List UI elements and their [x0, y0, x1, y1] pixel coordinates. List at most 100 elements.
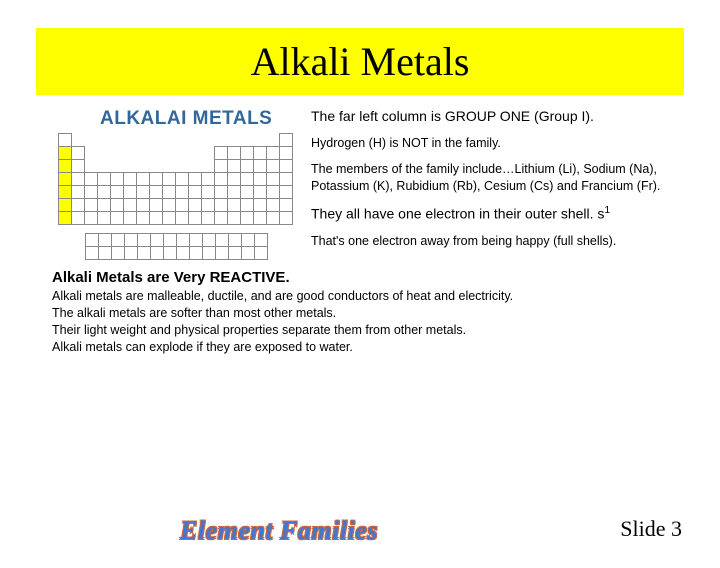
pt-cell	[228, 211, 241, 224]
pt-cell	[164, 246, 177, 259]
pt-cell	[190, 246, 203, 259]
pt-cell	[98, 198, 111, 211]
pt-cell	[111, 159, 124, 172]
pt-cell	[254, 198, 267, 211]
pt-cell	[86, 246, 99, 259]
pt-cell	[150, 198, 163, 211]
bullet-text: They all have one electron in their oute…	[311, 204, 684, 223]
pt-cell	[150, 159, 163, 172]
pt-cell	[215, 133, 228, 146]
pt-cell	[241, 185, 254, 198]
pt-cell	[164, 233, 177, 246]
pt-cell	[254, 133, 267, 146]
periodic-table-main	[58, 133, 293, 225]
pt-cell	[189, 198, 202, 211]
pt-cell	[203, 246, 216, 259]
pt-cell	[59, 133, 72, 146]
pt-cell	[254, 211, 267, 224]
pt-cell	[163, 172, 176, 185]
pt-cell	[267, 133, 280, 146]
slide-number: Slide 3	[620, 516, 682, 542]
pt-cell	[72, 159, 85, 172]
pt-cell	[176, 159, 189, 172]
pt-cell	[280, 133, 293, 146]
pt-cell	[151, 246, 164, 259]
pt-cell	[177, 233, 190, 246]
pt-cell	[163, 185, 176, 198]
pt-cell	[99, 233, 112, 246]
pt-cell	[59, 172, 72, 185]
pt-cell	[124, 133, 137, 146]
pt-cell	[163, 159, 176, 172]
pt-cell	[202, 211, 215, 224]
pt-cell	[215, 185, 228, 198]
pt-cell	[138, 246, 151, 259]
pt-cell	[215, 146, 228, 159]
pt-cell	[280, 211, 293, 224]
pt-cell	[125, 233, 138, 246]
pt-cell	[98, 146, 111, 159]
pt-cell	[124, 198, 137, 211]
pt-cell	[99, 246, 112, 259]
content-row: ALKALAI METALS The far left column is GR…	[58, 107, 684, 263]
pt-cell	[228, 133, 241, 146]
pt-cell	[163, 211, 176, 224]
lower-section: Alkali Metals are Very REACTIVE. Alkali …	[52, 269, 668, 356]
pt-cell	[242, 233, 255, 246]
pt-cell	[85, 159, 98, 172]
pt-cell	[72, 133, 85, 146]
pt-cell	[215, 172, 228, 185]
pt-cell	[59, 146, 72, 159]
pt-cell	[176, 198, 189, 211]
pt-cell	[85, 172, 98, 185]
pt-cell	[72, 146, 85, 159]
pt-cell	[124, 159, 137, 172]
pt-cell	[241, 133, 254, 146]
bullet-text: The members of the family include…Lithiu…	[311, 161, 684, 194]
pt-cell	[255, 246, 268, 259]
pt-cell	[254, 159, 267, 172]
pt-cell	[189, 172, 202, 185]
pt-cell	[241, 146, 254, 159]
pt-cell	[280, 146, 293, 159]
pt-cell	[267, 198, 280, 211]
pt-cell	[111, 185, 124, 198]
pt-cell	[150, 211, 163, 224]
pt-cell	[98, 185, 111, 198]
pt-cell	[177, 246, 190, 259]
pt-cell	[98, 159, 111, 172]
pt-cell	[111, 172, 124, 185]
pt-cell	[228, 146, 241, 159]
pt-cell	[202, 146, 215, 159]
pt-cell	[86, 233, 99, 246]
pt-cell	[189, 159, 202, 172]
pt-cell	[241, 159, 254, 172]
pt-cell	[150, 133, 163, 146]
pt-cell	[267, 159, 280, 172]
pt-cell	[176, 211, 189, 224]
pt-cell	[98, 172, 111, 185]
pt-cell	[203, 233, 216, 246]
pt-cell	[280, 185, 293, 198]
pt-cell	[59, 211, 72, 224]
pt-cell	[254, 172, 267, 185]
pt-cell	[176, 185, 189, 198]
pt-cell	[59, 198, 72, 211]
pt-cell	[137, 146, 150, 159]
pt-cell	[72, 172, 85, 185]
pt-cell	[229, 233, 242, 246]
bullet-text: That's one electron away from being happ…	[311, 233, 684, 249]
pt-cell	[137, 185, 150, 198]
pt-cell	[85, 211, 98, 224]
pt-cell	[150, 185, 163, 198]
pt-cell	[85, 146, 98, 159]
pt-cell	[163, 198, 176, 211]
pt-cell	[216, 233, 229, 246]
pt-cell	[267, 185, 280, 198]
pt-cell	[59, 159, 72, 172]
pt-cell	[85, 133, 98, 146]
pt-cell	[255, 233, 268, 246]
periodic-table-f-block	[85, 233, 268, 260]
pt-cell	[215, 198, 228, 211]
pt-cell	[280, 159, 293, 172]
